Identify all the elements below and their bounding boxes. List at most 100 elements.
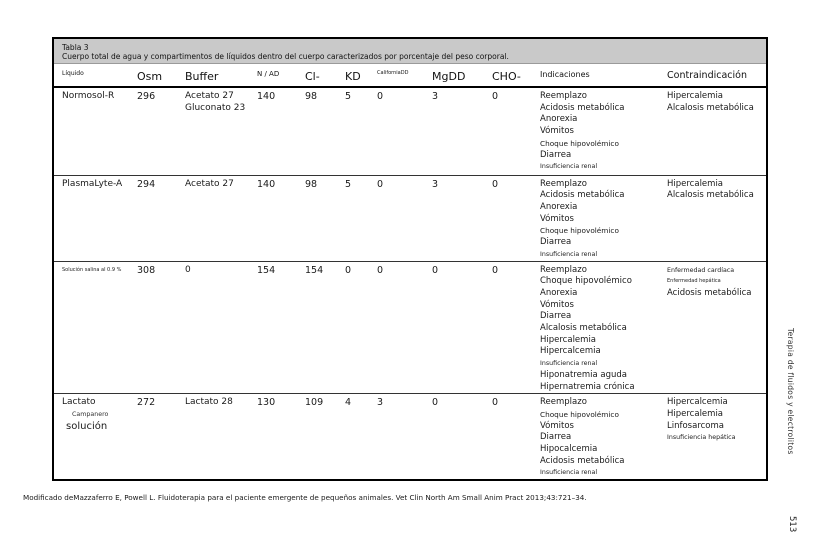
cell-line: Insuficiencia renal: [540, 250, 598, 258]
cell-line: Lactato 28: [185, 397, 233, 408]
cell-line: Alcalosis metabólica: [540, 323, 627, 334]
cell-line: Alcalosis metabólica: [667, 190, 754, 201]
cell-line: Vómitos: [540, 299, 574, 310]
cell-line: Choque hipovolémico: [540, 226, 619, 236]
column-header-buffer: Buffer: [185, 64, 257, 88]
cell-line: Hipercalemia: [667, 178, 724, 189]
cell-liquido: PlasmaLyte-A: [54, 174, 137, 261]
cell-line: Insuficiencia renal: [540, 163, 598, 171]
cell-line: Reemplazo: [540, 397, 587, 408]
cell-cl: 109: [305, 393, 345, 480]
table-row: Lactato Campanero solución 272 Lactato 28 130…: [54, 393, 766, 480]
cell-indicaciones: Reemplazo Acidosis metabólica Anorexia Vómi…: [540, 87, 667, 175]
cell-contraindicacion: Hipercalemia Alcalosis metabólica: [667, 87, 766, 175]
cell-line: Hipercalemia: [667, 91, 724, 101]
table-row: Normosol-R 296 Acetato 27 Gluconato 23 140 98…: [54, 87, 766, 175]
cell-line: 0: [185, 264, 191, 275]
cell-mg: 0: [432, 393, 492, 480]
table-3-container: Tabla 3 Cuerpo total de agua y compartim…: [52, 37, 768, 481]
cell-ca: 0: [377, 174, 432, 261]
cell-line: PlasmaLyte-A: [62, 178, 123, 189]
column-header-cho: CHO-: [492, 64, 540, 88]
cell-line: Enfermedad cardíaca: [667, 266, 735, 274]
table-row: PlasmaLyte-A 294 Acetato 27 140 98 5 0 3 0 Reempl…: [54, 174, 766, 261]
cell-line: Campanero: [72, 410, 109, 418]
cell-k: 5: [345, 174, 377, 261]
cell-buffer: Lactato 28: [185, 393, 257, 480]
column-header-osm: Osm: [137, 64, 185, 88]
cell-cl: 98: [305, 174, 345, 261]
cell-line: Choque hipovolémico: [540, 409, 619, 419]
cell-line: Normosol-R: [62, 91, 115, 101]
cell-osm: 294: [137, 174, 185, 261]
table-header: Líquido Osm Buffer N / AD Cl- KD CaliforniaDD M…: [54, 64, 766, 88]
cell-line: Hipercalcemia: [667, 397, 728, 408]
column-header-cl: Cl-: [305, 64, 345, 88]
cell-liquido: Lactato Campanero solución: [54, 393, 137, 480]
cell-cho: 0: [492, 393, 540, 480]
cell-line: Alcalosis metabólica: [667, 102, 754, 113]
cell-line: Acidosis metabólica: [540, 102, 625, 113]
cell-line: Hipercalemia: [540, 334, 597, 345]
cell-line: Insuficiencia hepática: [667, 434, 736, 442]
cell-cl: 98: [305, 91, 318, 102]
chapter-side-label: Terapia de fluidos y electrolitos: [786, 328, 795, 455]
cell-line: Insuficiencia renal: [540, 469, 598, 477]
cell-ca: 0: [377, 91, 384, 102]
cell-line: Choque hipovolémico: [540, 276, 632, 287]
cell-line: Diarrea: [540, 149, 572, 160]
cell-line: Insuficiencia renal: [540, 360, 598, 368]
cell-na: 154: [257, 260, 305, 394]
cell-line: Vómitos: [540, 420, 574, 431]
cell-contraindicacion: Enfermedad cardíaca Enfermedad hepática Ac…: [667, 260, 766, 394]
cell-line: Solución salina al 0.9 %: [62, 266, 122, 273]
cell-line: Reemplazo: [540, 91, 587, 101]
cell-line: Enfermedad hepática: [667, 278, 721, 285]
table-caption-bar: Tabla 3 Cuerpo total de agua y compartim…: [54, 39, 766, 64]
cell-indicaciones: Reemplazo Choque hipovolémico Anorexia Vómi…: [540, 260, 667, 394]
cell-buffer: Acetato 27 Gluconato 23: [185, 87, 257, 175]
cell-line: Acidosis metabólica: [540, 455, 625, 466]
cell-line: Anorexia: [540, 114, 578, 125]
cell-osm: 272: [137, 393, 185, 480]
cell-line: Diarrea: [540, 311, 572, 322]
column-header-indicaciones: Indicaciones: [540, 64, 667, 88]
cell-line: Diarrea: [540, 237, 572, 248]
table-body: Normosol-R 296 Acetato 27 Gluconato 23 140 98…: [54, 87, 766, 480]
cell-mg: 3: [432, 174, 492, 261]
source-note: Modificado deMazzaferro E, Powell L. Flu…: [23, 493, 587, 502]
cell-k: 0: [345, 260, 377, 394]
page-number: 513: [787, 516, 797, 533]
table-title: Tabla 3: [62, 43, 89, 52]
cell-line: Vómitos: [540, 213, 574, 224]
cell-line: Hipocalcemia: [540, 444, 598, 455]
cell-na: 140: [257, 174, 305, 261]
cell-cho: 0: [492, 91, 499, 102]
cell-ca: 0: [377, 260, 432, 394]
cell-line: Anorexia: [540, 201, 578, 212]
cell-line: Diarrea: [540, 432, 572, 443]
cell-indicaciones: Reemplazo Choque hipovolémico Vómitos Diarr…: [540, 393, 667, 480]
cell-cho: 0: [492, 260, 540, 394]
cell-k: 5: [345, 91, 352, 102]
column-header-liquido: Líquido: [54, 64, 137, 88]
cell-line: Hipercalemia: [667, 408, 724, 419]
cell-line: Hipernatremia crónica: [540, 381, 635, 392]
cell-contraindicacion: Hipercalemia Alcalosis metabólica: [667, 174, 766, 261]
cell-line: Lactato: [62, 397, 96, 408]
cell-line: Acidosis metabólica: [667, 287, 752, 298]
cell-line: Choque hipovolémico: [540, 138, 619, 148]
cell-line: Acetato 27: [185, 178, 234, 189]
cell-indicaciones: Reemplazo Acidosis metabólica Anorexia Vómi…: [540, 174, 667, 261]
column-header-contraindicacion: Contraindicación: [667, 64, 766, 88]
cell-osm: 296: [137, 91, 156, 102]
cell-line: Reemplazo: [540, 178, 587, 189]
column-header-na: N / AD: [257, 64, 305, 88]
cell-line: Hiponatremia aguda: [540, 369, 627, 380]
cell-line: Acetato 27: [185, 91, 234, 101]
cell-line: Linfosarcoma: [667, 420, 724, 431]
cell-k: 4: [345, 393, 377, 480]
table-row: Solución salina al 0.9 % 308 0 154 154 0 0 0 0 Re…: [54, 260, 766, 394]
cell-line: Hipercalcemia: [540, 346, 601, 357]
